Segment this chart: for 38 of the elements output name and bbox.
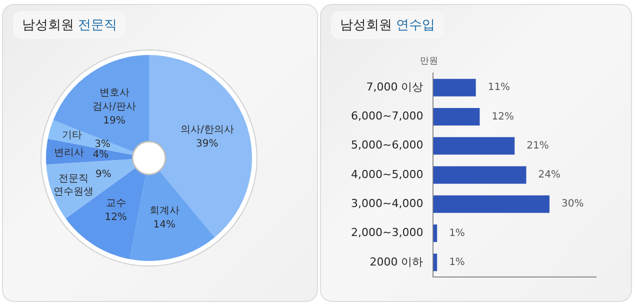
bar [433, 108, 480, 126]
data-label: 19% [103, 115, 126, 126]
slice-label: 전문직 연수원생 [53, 173, 94, 198]
bar [433, 166, 526, 184]
bar [433, 137, 515, 155]
bar [433, 254, 438, 272]
bar [433, 224, 438, 242]
data-label: 3% [94, 139, 110, 150]
y-tick-label: 2000 이하 [370, 255, 424, 268]
chart-title: 남성회원 연수입 [331, 11, 444, 39]
data-label: 4% [92, 150, 109, 161]
data-label: 12% [492, 111, 514, 122]
data-label: 1% [449, 257, 465, 268]
y-tick-label: 3,000~4,000 [350, 197, 424, 210]
data-label: 12% [104, 212, 128, 223]
data-label: 39% [196, 138, 218, 150]
data-label: 30% [561, 198, 584, 210]
bar [433, 78, 476, 96]
y-tick-label: 7,000 이상 [366, 80, 424, 94]
bar [433, 195, 550, 213]
data-label: 21% [526, 140, 549, 152]
y-tick-label: 2,000~3,000 [350, 226, 424, 240]
chart-title: 남성회원 전문직 [13, 11, 126, 39]
data-label: 14% [153, 219, 176, 230]
data-label: 11% [488, 82, 510, 94]
y-tick-label: 4,000~5,000 [350, 168, 424, 181]
slice-label: 회계사 [149, 205, 180, 216]
slice-label: 변리사 [54, 148, 84, 159]
y-tick-label: 5,000~6,000 [350, 138, 424, 152]
data-label: 1% [449, 228, 465, 239]
y-axis-title: 만원 [420, 56, 438, 66]
data-label: 9% [96, 168, 112, 180]
y-tick-label: 6,000~7,000 [350, 110, 424, 123]
slice-label: 의사/한의사 [180, 124, 234, 136]
slice-label: 기타 [62, 130, 82, 142]
data-label: 24% [538, 170, 560, 181]
slice-label: 교수 [106, 198, 126, 209]
slice-label: 변호사 검사/판사 [92, 87, 136, 112]
